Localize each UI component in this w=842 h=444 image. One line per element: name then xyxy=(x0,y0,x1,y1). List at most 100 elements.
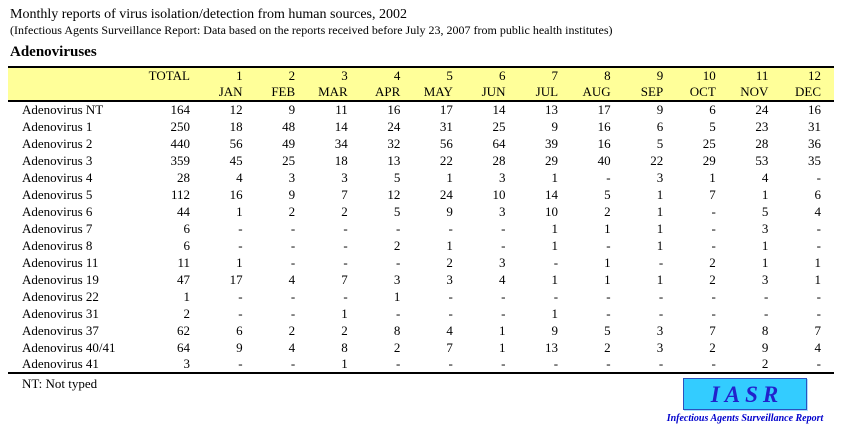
col-header-month-name: OCT xyxy=(676,84,729,102)
month-value-cell: 1 xyxy=(814,254,822,270)
month-value-cell: 3 xyxy=(761,220,769,236)
col-header-month-number: 10 xyxy=(676,66,729,84)
col-header-month-number: 4 xyxy=(360,66,414,84)
table-row: Adenovirus 4 28 4 3 3 5 1 3 1 - 3 1 4 - xyxy=(8,169,834,186)
col-header-label-blank xyxy=(8,84,138,102)
month-value-cell: 2 xyxy=(728,356,782,374)
month-value-cell: 29 xyxy=(545,152,559,168)
table-row: Adenovirus 22 1 - - - 1 - - - - - - - - xyxy=(8,288,834,305)
month-value-cell: - xyxy=(553,288,559,304)
report-page: Monthly reports of virus isolation/detec… xyxy=(8,7,834,424)
month-value-cell: 1 xyxy=(761,186,769,202)
month-value-cell: 17 xyxy=(597,102,611,117)
month-value-cell: 1 xyxy=(308,356,361,374)
month-value-cell: 48 xyxy=(282,118,296,134)
col-header-month-number: 7 xyxy=(518,66,572,84)
month-value-cell: - xyxy=(676,356,729,374)
month-value-cell: 1 xyxy=(341,305,348,321)
total-value-cell: 62 xyxy=(177,322,190,338)
month-value-cell: 3 xyxy=(498,254,506,270)
col-header-month-name: JUL xyxy=(518,84,572,102)
month-value-cell: 9 xyxy=(288,102,296,117)
month-value-cell: - xyxy=(606,169,611,185)
month-value-cell: 6 xyxy=(709,102,716,117)
month-value-cell: - xyxy=(816,220,821,236)
month-value-cell: 29 xyxy=(702,152,716,168)
month-value-cell: - xyxy=(764,305,769,321)
col-header-month-name: AUG xyxy=(571,84,624,102)
total-value-cell: 6 xyxy=(183,237,191,253)
month-value-cell: 2 xyxy=(604,203,611,219)
total-value-cell: 44 xyxy=(177,203,190,219)
month-value-cell: - xyxy=(553,254,559,270)
month-value-cell: 18 xyxy=(334,152,348,168)
month-value-cell: 3 xyxy=(498,203,506,219)
month-value-cell: 22 xyxy=(439,152,453,168)
month-value-cell: - xyxy=(606,288,611,304)
month-value-cell: 1 xyxy=(446,169,453,185)
total-value-cell: 64 xyxy=(177,339,190,355)
month-value-cell: 2 xyxy=(709,254,716,270)
month-value-cell: 3 xyxy=(446,271,453,287)
table-row: Adenovirus 7 6 - - - - - - 1 1 1 - 3 - xyxy=(8,220,834,237)
virus-name-cell: Adenovirus 7 xyxy=(22,220,93,236)
month-value-cell: 4 xyxy=(814,339,822,355)
month-value-cell: 10 xyxy=(492,186,506,202)
month-value-cell: 17 xyxy=(229,271,243,287)
month-value-cell: 3 xyxy=(761,271,769,287)
table-body: Adenovirus NT 164 12 9 11 16 17 14 13 17 9 6 24 16 Ade… xyxy=(8,101,834,374)
month-value-cell: 2 xyxy=(709,271,716,287)
iasr-logo-box[interactable]: IASR xyxy=(683,378,807,410)
month-value-cell: 39 xyxy=(545,135,559,151)
col-header-month-number: 1 xyxy=(203,66,256,84)
month-value-cell: 13 xyxy=(545,339,559,355)
month-value-cell: 40 xyxy=(597,152,611,168)
month-value-cell: 2 xyxy=(604,339,611,355)
month-value-cell: 24 xyxy=(755,102,769,117)
col-header-month-number: 8 xyxy=(571,66,624,84)
month-value-cell: 16 xyxy=(597,135,611,151)
virus-name-cell: Adenovirus NT xyxy=(22,102,104,117)
total-value-cell: 3 xyxy=(138,356,203,374)
month-value-cell: 9 xyxy=(551,322,559,338)
month-value-cell: - xyxy=(395,220,401,236)
month-value-cell: - xyxy=(816,305,821,321)
month-value-cell: - xyxy=(203,356,256,374)
month-value-cell: - xyxy=(606,237,611,253)
month-value-cell: 12 xyxy=(387,186,401,202)
table-row: Adenovirus 5 112 16 9 7 12 24 10 14 5 1 7 1 6 xyxy=(8,186,834,203)
col-header-total: TOTAL xyxy=(138,66,203,84)
header-row-numbers: TOTAL 1 2 3 4 5 6 7 8 9 10 11 12 xyxy=(8,66,834,84)
month-value-cell: 1 xyxy=(761,254,769,270)
month-value-cell: - xyxy=(343,237,348,253)
col-header-month-number: 2 xyxy=(255,66,309,84)
month-value-cell: 7 xyxy=(341,186,348,202)
month-value-cell: 7 xyxy=(446,339,453,355)
month-value-cell: 5 xyxy=(393,169,401,185)
col-header-total-blank xyxy=(138,84,203,102)
col-header-month-name: NOV xyxy=(728,84,782,102)
virus-name-cell: Adenovirus 4 xyxy=(22,169,93,185)
col-header-month-number: 12 xyxy=(781,66,834,84)
page-subtitle: (Infectious Agents Surveillance Report: … xyxy=(10,23,613,37)
month-value-cell: 9 xyxy=(236,339,243,355)
month-value-cell: 56 xyxy=(439,135,453,151)
footnote: NT: Not typed xyxy=(22,376,98,391)
month-value-cell: 3 xyxy=(393,271,401,287)
month-value-cell: - xyxy=(501,305,506,321)
month-value-cell: - xyxy=(238,237,243,253)
month-value-cell: 1 xyxy=(656,271,664,287)
total-value-cell: 1 xyxy=(183,288,191,304)
month-value-cell: 8 xyxy=(761,322,769,338)
month-value-cell: - xyxy=(395,305,401,321)
month-value-cell: 25 xyxy=(492,118,506,134)
month-value-cell: 9 xyxy=(761,339,769,355)
virus-name-cell: Adenovirus 8 xyxy=(22,237,93,253)
virus-name-cell: Adenovirus 3 xyxy=(22,152,93,168)
iasr-logo-caption: Infectious Agents Surveillance Report xyxy=(666,413,824,424)
month-value-cell: 1 xyxy=(604,220,611,236)
month-value-cell: 17 xyxy=(439,102,453,117)
month-value-cell: 5 xyxy=(709,118,716,134)
month-value-cell: 4 xyxy=(288,271,296,287)
iasr-logo[interactable]: IASR Infectious Agents Surveillance Repo… xyxy=(655,378,835,424)
